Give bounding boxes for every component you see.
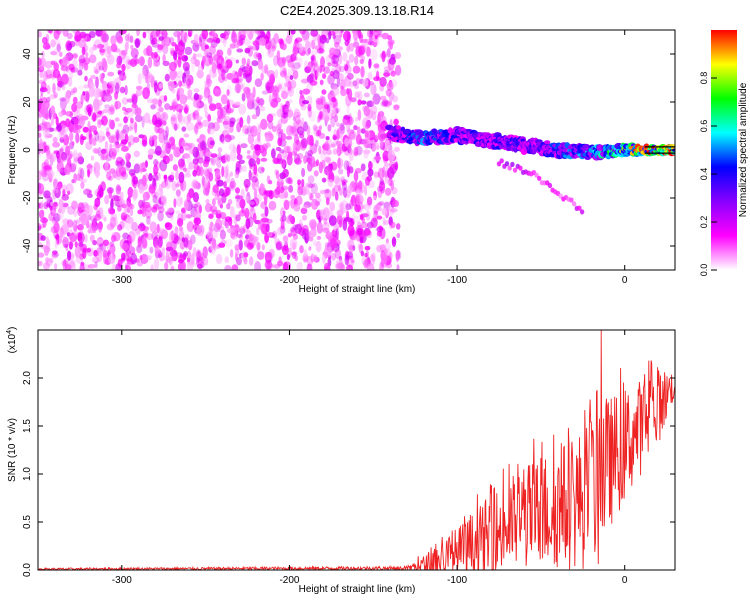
colorbar-tick-label: 0.6	[699, 120, 709, 133]
snr-multiplier: (x104)	[6, 327, 18, 354]
colorbar-tick-label: 0.2	[699, 216, 709, 229]
spectrogram-ytick-label: 0	[22, 147, 33, 153]
snr-series-line	[38, 330, 675, 570]
snr-ylabel: SNR (10 * v/v)	[7, 418, 18, 482]
snr-ytick-label: 0.5	[22, 515, 33, 529]
snr-panel: -300 -200 -100 0 0.0 0.5 1.0 1.5 2.0 Height of s…	[6, 327, 676, 595]
noise-region	[38, 30, 402, 270]
colorbar-label: Normalized spectral amplitude	[738, 82, 749, 217]
snr-ytick-label: 1.5	[22, 419, 33, 433]
spectrogram-xtick-label: 0	[622, 275, 628, 286]
colorbar-tick-label: 0.4	[699, 168, 709, 181]
spectrogram-xtick-label: -100	[447, 275, 467, 286]
snr-xtick-label: 0	[622, 575, 628, 586]
colorbar-tick-label: 0.8	[699, 72, 709, 85]
spectrogram-xtick-label: -300	[112, 275, 132, 286]
chart-title: C2E4.2025.309.13.18.R14	[280, 3, 434, 18]
colorbar: 0.0 0.2 0.4 0.6 0.8 Normalized spectral ampl…	[699, 30, 749, 276]
colorbar-tick-label: 0.0	[699, 264, 709, 277]
colorbar-gradient	[711, 30, 737, 270]
snr-ytick-label: 2.0	[22, 371, 33, 385]
snr-xtick-label: -100	[447, 575, 467, 586]
spectrogram-xlabel: Height of straight line (km)	[299, 284, 416, 295]
snr-frame	[37, 329, 676, 571]
secondary-track	[496, 158, 585, 215]
signal-track	[385, 124, 675, 161]
snr-ytick-label: 1.0	[22, 467, 33, 481]
snr-xtick-label: -300	[112, 575, 132, 586]
snr-ytick-label: 0.0	[22, 563, 33, 577]
spectrogram-ytick-label: -40	[22, 238, 33, 253]
spectrogram-xtick-label: -200	[279, 275, 299, 286]
snr-xtick-label: -200	[279, 575, 299, 586]
spectrogram-ylabel: Frequency (Hz)	[7, 116, 18, 185]
snr-xlabel: Height of straight line (km)	[299, 584, 416, 595]
spectrogram-ytick-label: 40	[22, 48, 33, 60]
spectrogram-ytick-label: -20	[22, 190, 33, 205]
spectrogram-ytick-label: 20	[22, 96, 33, 108]
